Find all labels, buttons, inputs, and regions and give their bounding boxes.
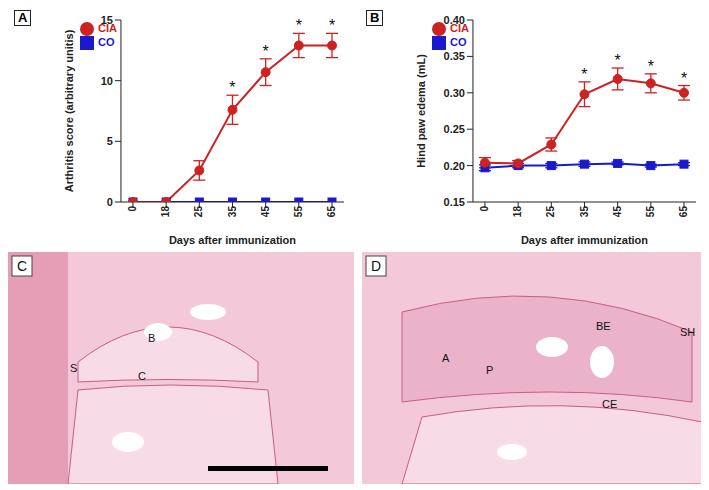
svg-text:0: 0: [127, 206, 138, 212]
svg-text:55: 55: [645, 206, 656, 218]
svg-text:35: 35: [579, 206, 590, 218]
svg-text:*: *: [681, 70, 687, 87]
svg-text:25: 25: [545, 206, 556, 218]
svg-text:C: C: [17, 258, 27, 274]
svg-text:0.35: 0.35: [444, 50, 465, 62]
svg-text:Hind paw edema (mL): Hind paw edema (mL): [415, 54, 427, 168]
svg-text:A: A: [442, 352, 450, 364]
svg-text:CE: CE: [602, 398, 617, 410]
svg-text:*: *: [648, 58, 654, 75]
svg-text:65: 65: [326, 206, 337, 218]
svg-text:C: C: [138, 370, 146, 382]
svg-text:5: 5: [107, 135, 113, 147]
svg-text:0.40: 0.40: [444, 14, 465, 26]
svg-text:*: *: [615, 52, 621, 69]
svg-text:10: 10: [101, 75, 113, 87]
svg-text:Arthritis score (arbitrary uni: Arthritis score (arbitrary unitis): [63, 29, 75, 192]
svg-text:D: D: [371, 258, 381, 274]
svg-text:S: S: [70, 362, 77, 374]
svg-text:15: 15: [101, 14, 113, 26]
svg-text:0.15: 0.15: [444, 196, 465, 208]
svg-text:45: 45: [260, 206, 271, 218]
svg-text:18: 18: [160, 206, 171, 218]
svg-text:*: *: [329, 17, 335, 34]
svg-text:0: 0: [479, 206, 490, 212]
svg-text:B: B: [148, 332, 155, 344]
svg-text:Days after immunization: Days after immunization: [169, 234, 296, 246]
svg-text:0.25: 0.25: [444, 123, 465, 135]
svg-text:25: 25: [193, 206, 204, 218]
svg-text:45: 45: [612, 206, 623, 218]
svg-text:*: *: [263, 43, 269, 60]
svg-text:BE: BE: [596, 320, 611, 332]
svg-text:35: 35: [227, 206, 238, 218]
svg-text:Days after immunization: Days after immunization: [521, 234, 648, 246]
svg-text:18: 18: [512, 206, 523, 218]
svg-text:SH: SH: [680, 326, 695, 338]
svg-text:*: *: [229, 79, 235, 96]
svg-text:0.30: 0.30: [444, 87, 465, 99]
svg-text:55: 55: [293, 206, 304, 218]
svg-text:0: 0: [107, 196, 113, 208]
svg-text:0.20: 0.20: [444, 160, 465, 172]
svg-text:*: *: [581, 66, 587, 83]
svg-text:*: *: [296, 17, 302, 34]
svg-text:P: P: [486, 364, 493, 376]
svg-text:65: 65: [678, 206, 689, 218]
